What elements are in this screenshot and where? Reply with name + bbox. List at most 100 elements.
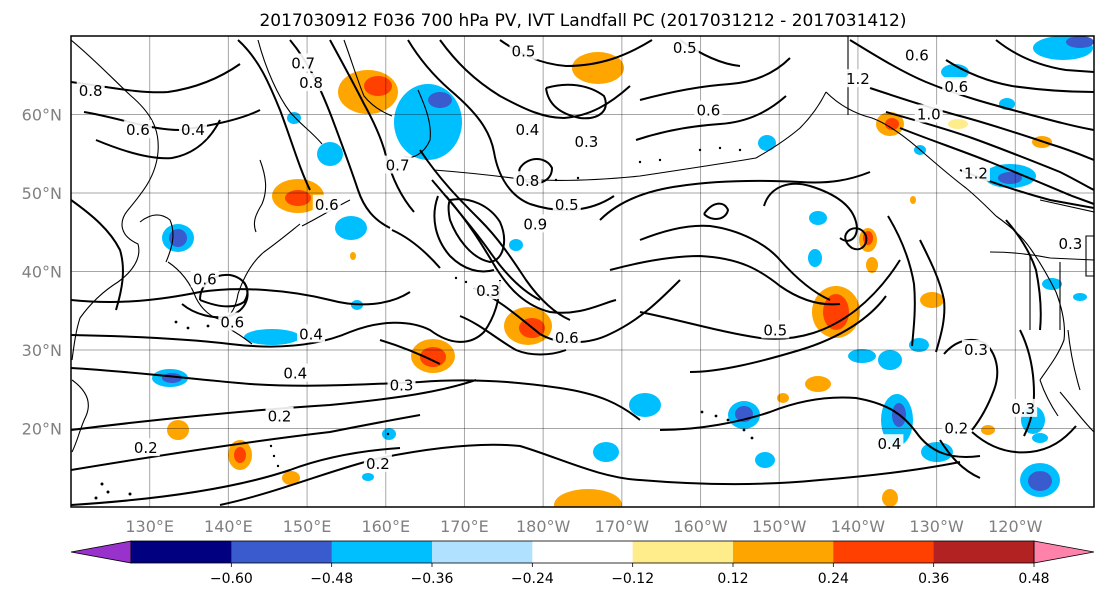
lon-tick-label: 130°W [909,517,964,536]
contour-value-label: 0.2 [134,439,158,457]
contour-value-label: 0.5 [512,43,536,61]
lon-tick-label: 170°W [595,517,650,536]
lat-tick-label: 50°N [22,184,62,203]
positive-anomaly-patch [272,179,324,213]
negative-anomaly-patch [629,393,661,417]
contour-value-label: 0.3 [476,282,500,300]
negative-anomaly-patch [162,224,194,252]
contour-value-label: 0.8 [299,74,323,92]
colorbar-segment [231,541,333,563]
negative-anomaly-patch [809,211,827,225]
colorbar-tick-label: −0.24 [511,571,554,587]
colorbar-segment [131,541,232,563]
lon-tick-label: 160°E [361,517,410,536]
contour-value-label: 1.0 [917,106,941,124]
contour-value-label: 0.5 [555,196,579,214]
lat-tick-label: 60°N [22,106,62,125]
island-dots [94,146,754,500]
negative-anomaly-patch [1073,293,1087,301]
latitude-labels: 20°N 30°N 40°N 50°N 60°N [22,106,62,439]
contour-value-label: 0.4 [515,121,539,139]
contour-value-label: 0.2 [268,408,292,426]
colorbar-segment [733,541,834,563]
positive-anomaly-patch [167,420,189,440]
positive-anomaly-patch [350,252,356,260]
contour-value-label: 0.5 [673,39,697,57]
contour-value-label: 1.2 [964,164,988,182]
contour-value-label: 0.3 [964,341,988,359]
contour-value-label: 0.6 [126,121,150,139]
lat-tick-label: 20°N [22,420,62,439]
positive-anomaly-patch [920,292,944,308]
contour-value-label: 0.3 [390,376,414,394]
lat-tick-label: 40°N [22,263,62,282]
negative-anomaly-patch [758,135,776,151]
positive-anomaly-patch [876,112,904,136]
colorbar-tick-label: 0.12 [717,571,748,587]
colorbar-segment [833,541,935,563]
negative-anomaly-patch [1066,36,1094,48]
negative-anomaly-patch [808,249,822,267]
positive-anomaly-patch [910,196,916,204]
lon-tick-label: 140°E [204,517,253,536]
contour-value-label: 0.5 [763,321,787,339]
contour-value-label: 0.4 [877,435,901,453]
lon-tick-label: 150°E [283,517,332,536]
lon-tick-label: 160°W [673,517,728,536]
contour-value-label: 0.2 [366,455,390,473]
coastlines [71,36,1094,453]
colorbar-segment [432,541,533,563]
colorbar-extend-low [70,540,132,564]
colorbar-tick-label: 0.36 [918,571,949,587]
negative-anomaly-patch [509,239,523,251]
pv-contours [71,39,1094,506]
positive-anomaly-patch [805,376,831,392]
colorbar-tick-label: −0.48 [310,571,353,587]
colorbar-tick-label: −0.60 [210,571,253,587]
contour-labels: 0.2 0.2 0.2 0.2 0.3 0.3 0.3 0.3 0.3 0.3 0.4 0.4 0.4 0… [76,37,1085,473]
negative-anomaly-patch [593,442,619,462]
negative-anomaly-patch [335,216,367,240]
contour-value-label: 0.6 [555,329,579,347]
positive-anomaly-patch [504,307,552,345]
lat-tick-label: 30°N [22,341,62,360]
positive-anomaly-patch [882,489,898,507]
colorbar-segment [532,541,634,563]
negative-anomaly-patch [394,84,462,160]
lon-tick-label: 170°E [440,517,489,536]
lon-tick-label: 140°W [831,517,886,536]
map-area: 0.2 0.2 0.2 0.2 0.3 0.3 0.3 0.3 0.3 0.3 0.4 0.4 0.4 0… [71,36,1094,507]
positive-anomaly-patch [282,471,300,485]
positive-anomaly-patch [981,425,995,435]
negative-anomaly-patch [848,349,876,363]
negative-anomaly-patch [317,142,343,166]
contour-value-label: 0.7 [291,54,315,72]
colorbar-tick-label: −0.36 [411,571,454,587]
positive-anomaly-patch [812,286,860,338]
longitude-labels: 130°E 140°E 150°E 160°E 170°E 180°W 170°W 160°W… [125,517,1042,536]
negative-anomaly-patch [878,350,902,370]
positive-anomaly-patch [777,393,789,403]
negative-anomaly-patch [755,452,775,468]
contour-value-label: 0.6 [905,47,929,65]
contour-value-label: 0.4 [283,365,307,383]
figure-title: 2017030912 F036 700 hPa PV, IVT Landfall… [259,11,906,31]
negative-anomaly-patch [244,329,300,345]
contour-value-label: 0.6 [315,196,339,214]
colorbar-segment [933,541,1035,563]
colorbar-extend-high [1033,540,1095,564]
positive-anomaly-patch [554,489,622,507]
colorbar-tick-label: −0.12 [611,571,654,587]
contour-value-label: 0.3 [1058,235,1082,253]
colorbar-segment [632,541,734,563]
negative-anomaly-patch [984,164,1036,188]
contour-value-label: 1.2 [846,70,870,88]
positive-anomaly-patch [866,257,878,273]
negative-anomaly-patch [287,112,301,124]
map-frame [70,35,1095,508]
colorbar-segment [331,541,433,563]
contour-value-label: 0.3 [575,133,599,151]
contour-value-label: 0.8 [515,172,539,190]
positive-anomaly-patch [228,440,252,470]
